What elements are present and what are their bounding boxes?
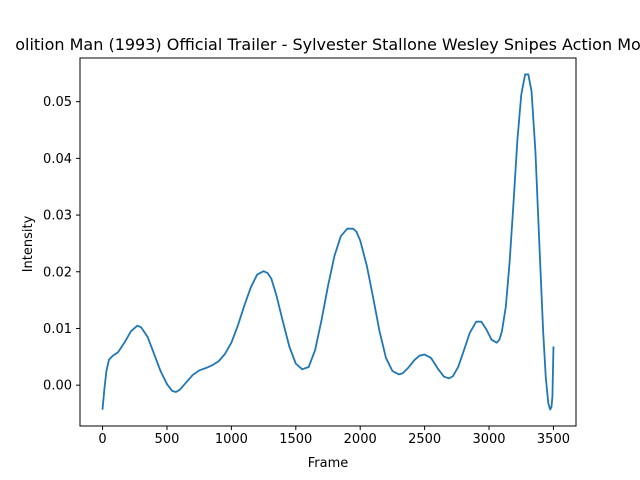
y-axis-label: Intensity <box>21 215 36 272</box>
x-tick-label: 500 <box>155 432 180 447</box>
x-tick-label: 2000 <box>344 432 377 447</box>
y-tick-label: 0.01 <box>43 322 72 337</box>
y-tick-label: 0.05 <box>43 95 72 110</box>
y-tick-label: 0.02 <box>43 265 72 280</box>
x-axis-label: Frame <box>308 456 349 471</box>
chart-title: olition Man (1993) Official Trailer - Sy… <box>15 35 640 54</box>
x-tick-label: 2500 <box>408 432 441 447</box>
y-tick-label: 0.00 <box>43 379 72 394</box>
plot-area <box>101 73 555 411</box>
axes: 0 500 1000 1500 2000 2500 3000 3500 0.00 0.01 0.02… <box>43 57 577 447</box>
x-tick-label: 1000 <box>215 432 248 447</box>
axes-frame <box>79 57 577 427</box>
x-tick-label: 3000 <box>472 432 505 447</box>
x-tick-label: 3500 <box>537 432 570 447</box>
series-line-0 <box>101 73 555 411</box>
x-tick-label: 0 <box>98 432 106 447</box>
y-tick-label: 0.04 <box>43 152 72 167</box>
y-tick-label: 0.03 <box>43 209 72 224</box>
x-tick-label: 1500 <box>279 432 312 447</box>
